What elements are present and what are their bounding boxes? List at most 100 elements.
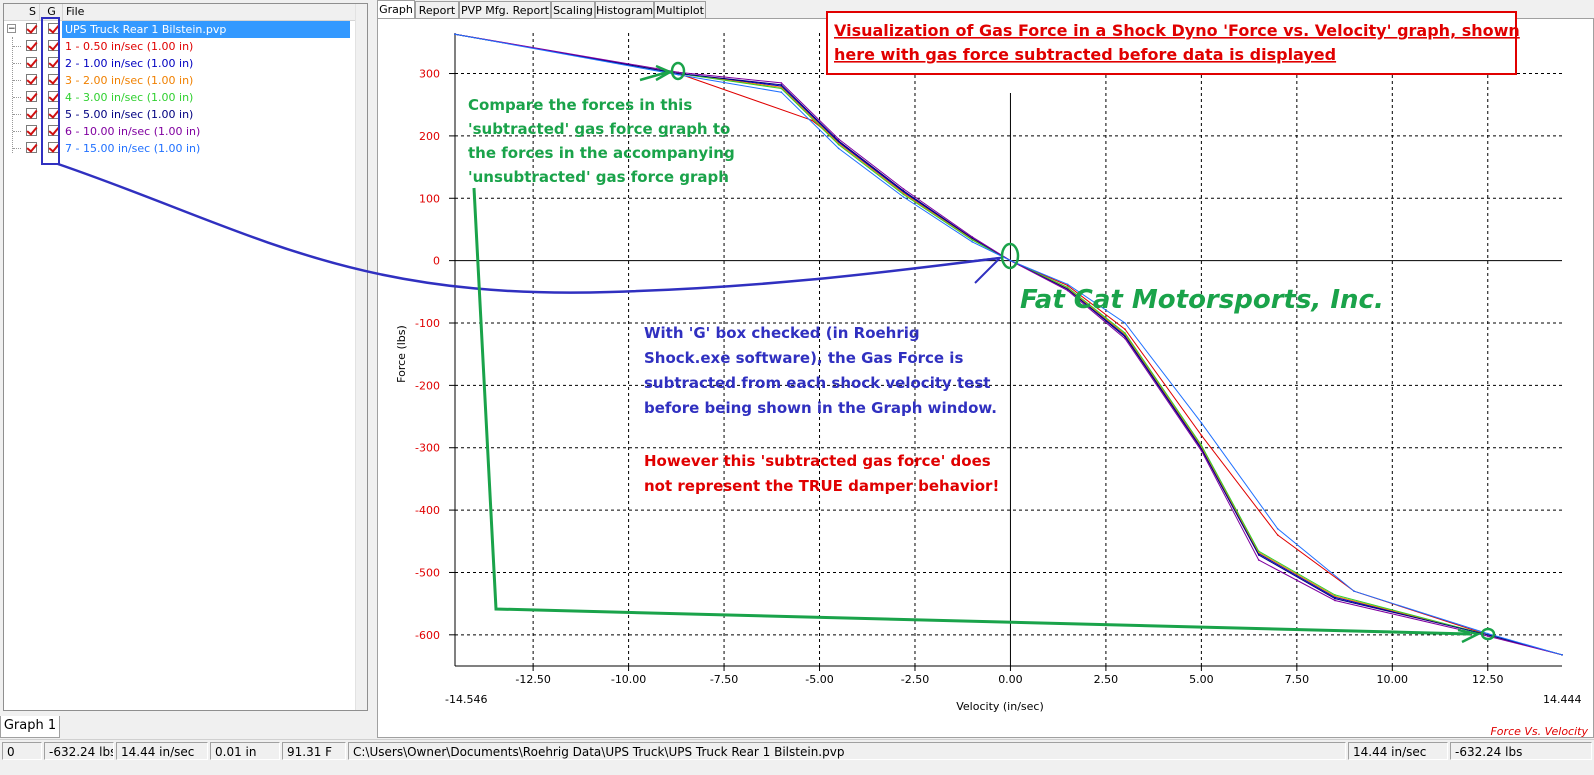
tab-histogram[interactable]: Histogram	[595, 1, 654, 18]
tree-item-row[interactable]: 7 - 15.00 in/sec (1.00 in)	[4, 140, 357, 157]
s-checkbox[interactable]	[26, 91, 37, 102]
tree-scrollbar[interactable]	[355, 4, 367, 710]
s-checkbox[interactable]	[26, 125, 37, 136]
series-4-point	[971, 239, 974, 241]
tree-item-row[interactable]: 1 - 0.50 in/sec (1.00 in)	[4, 38, 357, 55]
y-tick-label: -100	[415, 317, 440, 330]
s-checkbox[interactable]	[26, 108, 37, 119]
series-4-point	[1200, 444, 1203, 447]
series-4-point	[1124, 332, 1126, 334]
g-column-highlight-box	[41, 17, 60, 165]
x-min-label: -14.546	[445, 693, 487, 706]
tab-report[interactable]: Report	[415, 1, 459, 18]
series-7-point	[902, 196, 905, 198]
tree-item-label[interactable]: 3 - 2.00 in/sec (1.00 in)	[65, 74, 194, 87]
tree-item-label[interactable]: 1 - 0.50 in/sec (1.00 in)	[65, 40, 194, 53]
series-7-point	[677, 74, 679, 76]
chart-canvas[interactable]: -12.50 -10.00 -7.50 -5.00 -2.50 0.00 2.50 5.00 7…	[0, 0, 1594, 738]
x-tick-label: 7.50	[1285, 673, 1310, 686]
series-4-point	[780, 87, 783, 90]
g-column-header[interactable]: G	[41, 4, 63, 20]
s-column-header[interactable]: S	[4, 4, 40, 20]
tree-branch-line	[13, 97, 21, 98]
series-7-point	[1276, 528, 1279, 530]
compare-text-line-1: Compare the forces in this	[468, 96, 692, 114]
series-3-point	[1257, 551, 1260, 554]
s-checkbox[interactable]	[26, 57, 37, 68]
y-axis-title: Force (lbs)	[395, 325, 408, 383]
status-bar: 0 -632.24 lbs 14.44 in/sec 0.01 in 91.31…	[0, 739, 1594, 762]
series-7-point	[1487, 632, 1489, 635]
x-axis-title: Velocity (in/sec)	[956, 700, 1044, 713]
collapse-icon[interactable]: −	[7, 24, 16, 34]
status-cursor-force: -632.24 lbs	[1450, 742, 1592, 760]
status-cursor-velocity: 14.44 in/sec	[1348, 742, 1448, 760]
file-tree-panel: S G File − UPS Truck Rear 1 Bilstein.pvp 1…	[3, 3, 368, 711]
tree-root-label[interactable]: UPS Truck Rear 1 Bilstein.pvp	[62, 21, 350, 38]
series-1-point	[1124, 328, 1126, 331]
series-6-point	[971, 236, 974, 238]
status-index: 0	[2, 742, 42, 760]
s-checkbox[interactable]	[26, 40, 37, 51]
series-7-point	[1124, 322, 1126, 324]
series-7-point	[454, 33, 456, 35]
tab-multiplot[interactable]: Multiplot	[654, 1, 706, 18]
series-5-point	[677, 72, 679, 75]
tree-item-label[interactable]: 7 - 15.00 in/sec (1.00 in)	[65, 142, 201, 155]
tree-branch-line	[13, 63, 21, 64]
marker-origin-point	[1000, 242, 1020, 270]
gbox-text-line-3: subtracted from each shock velocity test	[644, 374, 990, 392]
series-5-point	[1257, 554, 1260, 556]
tab-graph[interactable]: Graph	[377, 0, 415, 19]
tree-item-row[interactable]: 2 - 1.00 in/sec (1.00 in)	[4, 55, 357, 72]
plot-type-label: Force Vs. Velocity	[1490, 725, 1588, 738]
y-tick-label: -200	[415, 379, 440, 392]
series-6-point	[1487, 635, 1489, 637]
callout-curve-to-origin	[57, 162, 1001, 294]
s-checkbox[interactable]	[26, 142, 37, 153]
tree-guide-line	[12, 37, 13, 153]
root-s-checkbox[interactable]	[26, 23, 37, 34]
marker-right-point	[1480, 627, 1496, 641]
tree-item-label[interactable]: 6 - 10.00 in/sec (1.00 in)	[65, 125, 201, 138]
series-5-point	[902, 190, 905, 192]
tree-branch-line	[13, 80, 21, 81]
series-7-point	[1009, 259, 1012, 262]
graph-1-tab[interactable]: Graph 1	[0, 716, 60, 738]
graph-area: Graph Report PVP Mfg. Report Scaling His…	[377, 0, 1594, 738]
series-line-5	[454, 33, 1563, 656]
tree-item-row[interactable]: 5 - 5.00 in/sec (1.00 in)	[4, 106, 357, 123]
s-checkbox[interactable]	[26, 74, 37, 85]
y-tick-label: 0	[433, 255, 440, 268]
tree-item-label[interactable]: 2 - 1.00 in/sec (1.00 in)	[65, 57, 194, 70]
status-temperature: 91.31 F	[282, 742, 346, 760]
tree-item-label[interactable]: 5 - 5.00 in/sec (1.00 in)	[65, 108, 194, 121]
series-5-point	[1066, 288, 1069, 291]
status-displacement: 0.01 in	[210, 742, 280, 760]
tree-item-row[interactable]: 3 - 2.00 in/sec (1.00 in)	[4, 72, 357, 89]
file-column-header[interactable]: File	[66, 5, 85, 18]
y-tick-label: -400	[415, 504, 440, 517]
gbox-text-line-2: Shock.exe software), the Gas Force is	[644, 349, 963, 367]
status-force: -632.24 lbs	[44, 742, 114, 760]
y-tick-label: -500	[415, 566, 440, 579]
y-tick-label: 200	[419, 130, 440, 143]
tree-item-row[interactable]: 6 - 10.00 in/sec (1.00 in)	[4, 123, 357, 140]
tab-scaling[interactable]: Scaling	[551, 1, 595, 18]
callout-arrow-left-point	[639, 64, 673, 82]
x-tick-label: -7.50	[710, 673, 738, 686]
series-7-point	[780, 91, 783, 93]
gbox-text-line-4: before being shown in the Graph window.	[644, 399, 997, 417]
callout-arrow-origin	[964, 256, 1003, 284]
series-3-point	[780, 86, 783, 89]
x-tick-label: 10.00	[1377, 673, 1409, 686]
series-4-point	[1257, 550, 1260, 552]
tree-root-row[interactable]: − UPS Truck Rear 1 Bilstein.pvp	[4, 21, 357, 38]
series-6-point	[902, 188, 905, 190]
status-velocity: 14.44 in/sec	[116, 742, 208, 760]
tree-item-label[interactable]: 4 - 3.00 in/sec (1.00 in)	[65, 91, 194, 104]
tab-pvp-mfg-report[interactable]: PVP Mfg. Report	[459, 1, 551, 18]
tree-branch-line	[13, 114, 21, 115]
callout-line-to-right-point	[472, 187, 1471, 636]
y-tick-label: 100	[419, 192, 440, 205]
